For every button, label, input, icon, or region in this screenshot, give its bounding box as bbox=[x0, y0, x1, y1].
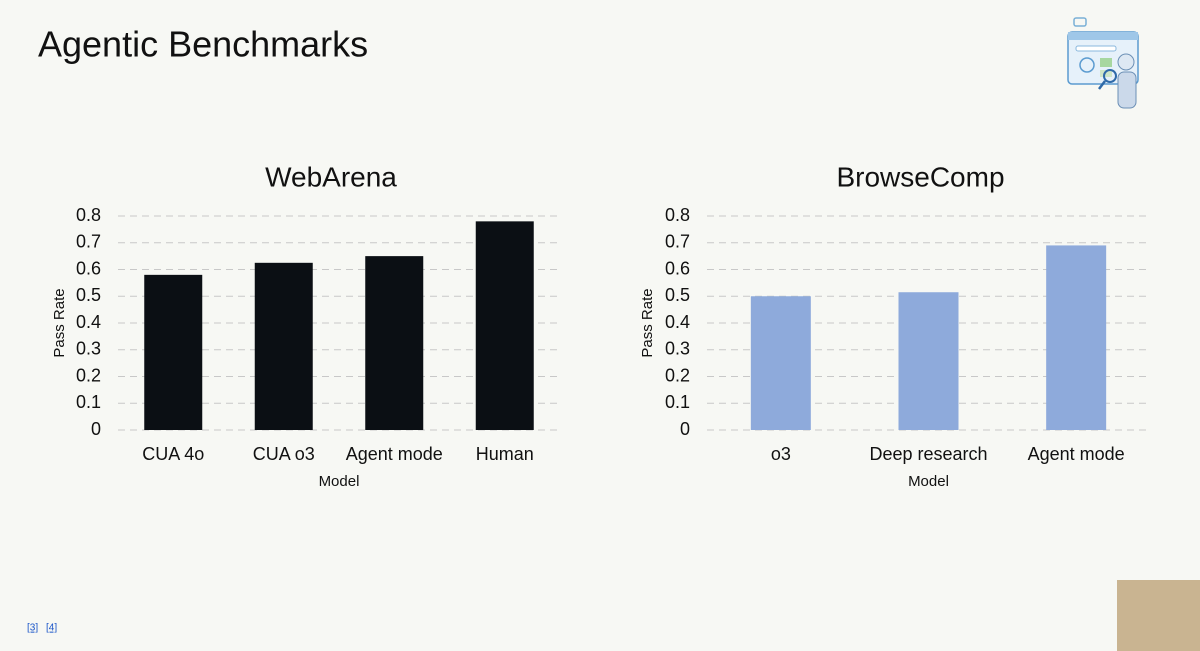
reference-link[interactable]: [4] bbox=[46, 623, 57, 634]
x-axis-label: Model bbox=[319, 473, 360, 490]
y-tick-label: 0.6 bbox=[76, 258, 101, 278]
x-tick-label: Human bbox=[476, 444, 534, 464]
y-tick-label: 0.3 bbox=[76, 339, 101, 359]
x-axis-label: Model bbox=[908, 473, 949, 490]
bar bbox=[365, 256, 424, 430]
y-tick-label: 0.4 bbox=[76, 312, 101, 332]
slide-title: Agentic Benchmarks bbox=[38, 24, 368, 65]
reference-link[interactable]: [3] bbox=[27, 623, 38, 634]
y-tick-label: 0.1 bbox=[76, 392, 101, 412]
chart-title: BrowseComp bbox=[836, 161, 1004, 192]
y-tick-label: 0.8 bbox=[665, 205, 690, 225]
x-tick-label: CUA o3 bbox=[253, 444, 315, 464]
bar bbox=[750, 296, 811, 430]
y-tick-label: 0.5 bbox=[665, 285, 690, 305]
x-tick-label: Agent mode bbox=[346, 444, 443, 464]
bar bbox=[1046, 245, 1107, 430]
y-tick-label: 0.2 bbox=[76, 365, 101, 385]
chart-title: WebArena bbox=[265, 161, 397, 192]
y-tick-label: 0.7 bbox=[76, 232, 101, 252]
video-thumbnail bbox=[1117, 580, 1200, 651]
bar bbox=[254, 262, 313, 430]
y-axis-label: Pass Rate bbox=[51, 288, 68, 357]
y-tick-label: 0.3 bbox=[665, 339, 690, 359]
y-tick-label: 0.2 bbox=[665, 365, 690, 385]
y-tick-label: 0.5 bbox=[76, 285, 101, 305]
y-tick-label: 0.6 bbox=[665, 258, 690, 278]
y-tick-label: 0.4 bbox=[665, 312, 690, 332]
bar bbox=[475, 221, 534, 430]
x-tick-label: Deep research bbox=[869, 444, 987, 464]
x-tick-label: Agent mode bbox=[1028, 444, 1125, 464]
bar bbox=[898, 292, 959, 430]
illustration-icon bbox=[1067, 17, 1139, 109]
y-axis-label: Pass Rate bbox=[639, 288, 656, 357]
y-tick-label: 0.1 bbox=[665, 392, 690, 412]
bar bbox=[144, 274, 203, 430]
y-tick-label: 0 bbox=[680, 419, 690, 439]
y-tick-label: 0.8 bbox=[76, 205, 101, 225]
x-tick-label: CUA 4o bbox=[142, 444, 204, 464]
y-tick-label: 0 bbox=[91, 419, 101, 439]
y-tick-label: 0.7 bbox=[665, 232, 690, 252]
x-tick-label: o3 bbox=[771, 444, 791, 464]
